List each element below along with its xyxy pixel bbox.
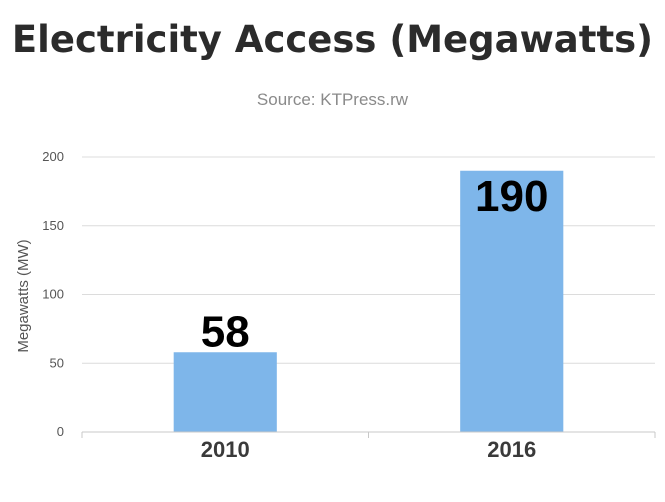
y-tick-label: 150 <box>42 218 64 233</box>
y-axis-label: Megawatts (MW) <box>15 239 32 352</box>
y-tick-label: 50 <box>50 355 64 370</box>
bar-2016 <box>460 170 564 432</box>
bars <box>173 170 564 432</box>
chart-subtitle: Source: KTPress.rw <box>256 90 409 109</box>
x-axis <box>81 431 656 438</box>
y-tick-label: 200 <box>42 149 64 164</box>
x-tick-label: 2010 <box>201 437 250 462</box>
y-tick-label: 100 <box>42 287 64 302</box>
data-labels: 58 190 <box>201 172 549 357</box>
data-label: 58 <box>201 307 250 356</box>
x-tick-label: 2016 <box>487 437 536 462</box>
y-tick-label: 0 <box>57 424 64 439</box>
y-tick-labels: 0 50 100 150 200 <box>42 149 64 439</box>
data-label: 190 <box>475 172 548 221</box>
gridlines <box>82 156 655 364</box>
bar-2010 <box>173 352 277 432</box>
chart-title: Electricity Access (Megawatts) <box>11 18 654 61</box>
x-tick-labels: 2010 2016 <box>201 437 536 462</box>
